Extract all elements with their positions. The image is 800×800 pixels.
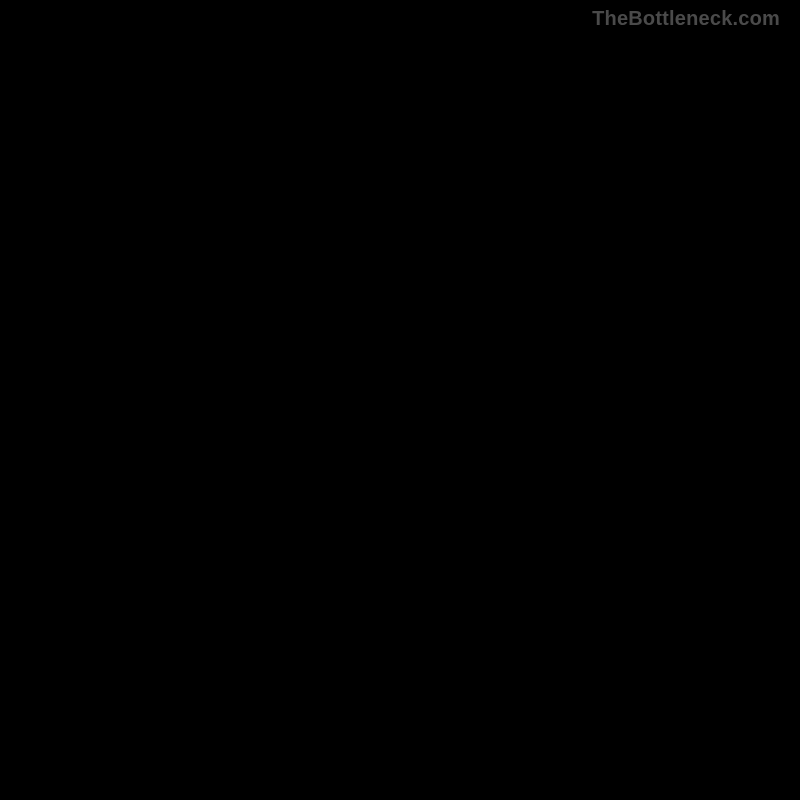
- bottleneck-heatmap: [38, 38, 762, 762]
- watermark-text: TheBottleneck.com: [592, 8, 780, 31]
- chart-container: TheBottleneck.com: [0, 0, 800, 800]
